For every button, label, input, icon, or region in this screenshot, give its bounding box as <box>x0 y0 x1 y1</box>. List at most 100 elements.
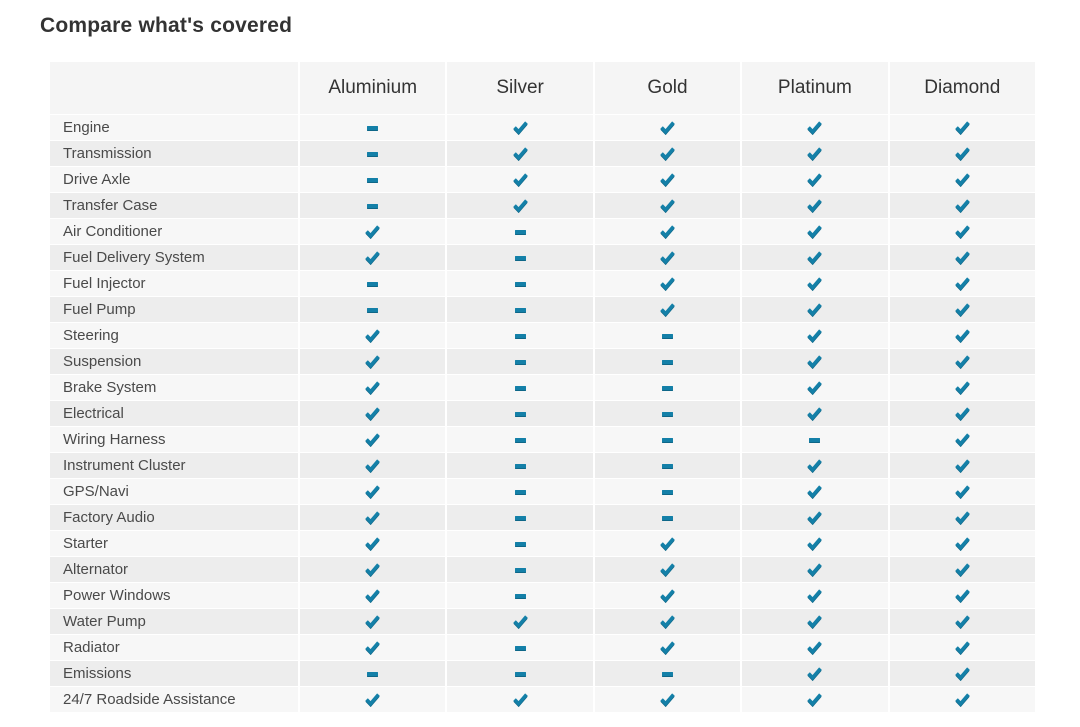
coverage-cell <box>298 219 445 244</box>
dash-icon <box>367 177 379 182</box>
check-icon <box>955 251 970 264</box>
row-label: Air Conditioner <box>63 223 163 240</box>
check-icon <box>660 537 675 550</box>
table-row: Factory Audio <box>50 505 1035 530</box>
coverage-cell <box>445 193 592 218</box>
coverage-cell <box>592 583 740 608</box>
check-icon <box>807 589 823 602</box>
coverage-cell <box>740 635 887 660</box>
dash-icon <box>514 463 526 468</box>
table-row: GPS/Navi <box>50 479 1035 504</box>
check-icon <box>955 563 970 576</box>
table-row: Radiator <box>50 635 1035 660</box>
coverage-cell <box>887 297 1035 322</box>
check-icon <box>512 173 528 186</box>
dash-icon <box>514 229 526 234</box>
coverage-cell <box>887 349 1035 374</box>
dash-icon <box>661 463 673 468</box>
coverage-cell <box>445 687 592 712</box>
coverage-cell <box>592 557 740 582</box>
check-icon <box>365 537 380 550</box>
check-icon <box>807 303 823 316</box>
check-icon <box>660 693 675 706</box>
coverage-cell <box>445 427 592 452</box>
coverage-cell <box>298 479 445 504</box>
row-label: Electrical <box>63 405 124 422</box>
check-icon <box>512 121 528 134</box>
check-icon <box>660 563 675 576</box>
check-icon <box>955 225 970 238</box>
coverage-cell <box>887 609 1035 634</box>
row-label: Fuel Delivery System <box>63 249 205 266</box>
coverage-cell <box>740 661 887 686</box>
coverage-cell <box>887 557 1035 582</box>
coverage-cell <box>445 219 592 244</box>
check-icon <box>955 199 970 212</box>
check-icon <box>955 147 970 160</box>
coverage-cell <box>592 141 740 166</box>
coverage-cell <box>592 245 740 270</box>
coverage-cell <box>298 115 445 140</box>
coverage-cell <box>887 375 1035 400</box>
coverage-cell <box>592 531 740 556</box>
check-icon <box>955 121 970 134</box>
check-icon <box>365 329 380 342</box>
dash-icon <box>661 385 673 390</box>
check-icon <box>807 537 823 550</box>
check-icon <box>365 433 380 446</box>
check-icon <box>955 173 970 186</box>
check-icon <box>365 459 380 472</box>
dash-icon <box>514 411 526 416</box>
coverage-cell <box>740 375 887 400</box>
check-icon <box>365 251 380 264</box>
check-icon <box>807 485 823 498</box>
dash-icon <box>809 437 821 442</box>
dash-icon <box>514 489 526 494</box>
check-icon <box>807 693 823 706</box>
table-row: Steering <box>50 323 1035 348</box>
row-label: Fuel Pump <box>63 301 136 318</box>
coverage-cell <box>887 323 1035 348</box>
column-header-silver: Silver <box>445 62 592 114</box>
coverage-cell <box>445 245 592 270</box>
coverage-cell <box>887 271 1035 296</box>
check-icon <box>807 199 823 212</box>
dash-icon <box>367 281 379 286</box>
coverage-cell <box>740 245 887 270</box>
row-label: Drive Axle <box>63 171 131 188</box>
check-icon <box>365 615 380 628</box>
page-title: Compare what's covered <box>40 14 293 37</box>
check-icon <box>955 615 970 628</box>
row-label: Transmission <box>63 145 152 162</box>
dash-icon <box>661 359 673 364</box>
row-label: Transfer Case <box>63 197 158 214</box>
coverage-cell <box>445 661 592 686</box>
table-row: Alternator <box>50 557 1035 582</box>
dash-icon <box>661 515 673 520</box>
table-row: Emissions <box>50 661 1035 686</box>
coverage-cell <box>298 661 445 686</box>
coverage-cell <box>592 193 740 218</box>
column-header-aluminium: Aluminium <box>298 62 445 114</box>
check-icon <box>955 511 970 524</box>
coverage-cell <box>592 323 740 348</box>
coverage-cell <box>298 271 445 296</box>
coverage-cell <box>887 115 1035 140</box>
check-icon <box>365 225 380 238</box>
dash-icon <box>514 385 526 390</box>
check-icon <box>807 381 823 394</box>
table-row: Fuel Pump <box>50 297 1035 322</box>
row-label: Water Pump <box>63 613 146 630</box>
coverage-cell <box>592 167 740 192</box>
table-row: Power Windows <box>50 583 1035 608</box>
coverage-cell <box>887 141 1035 166</box>
coverage-cell <box>887 453 1035 478</box>
table-row: Water Pump <box>50 609 1035 634</box>
dash-icon <box>661 411 673 416</box>
dash-icon <box>514 307 526 312</box>
coverage-cell <box>592 297 740 322</box>
column-header-gold: Gold <box>592 62 740 114</box>
table-row: Instrument Cluster <box>50 453 1035 478</box>
coverage-cell <box>592 401 740 426</box>
column-header-diamond: Diamond <box>887 62 1035 114</box>
